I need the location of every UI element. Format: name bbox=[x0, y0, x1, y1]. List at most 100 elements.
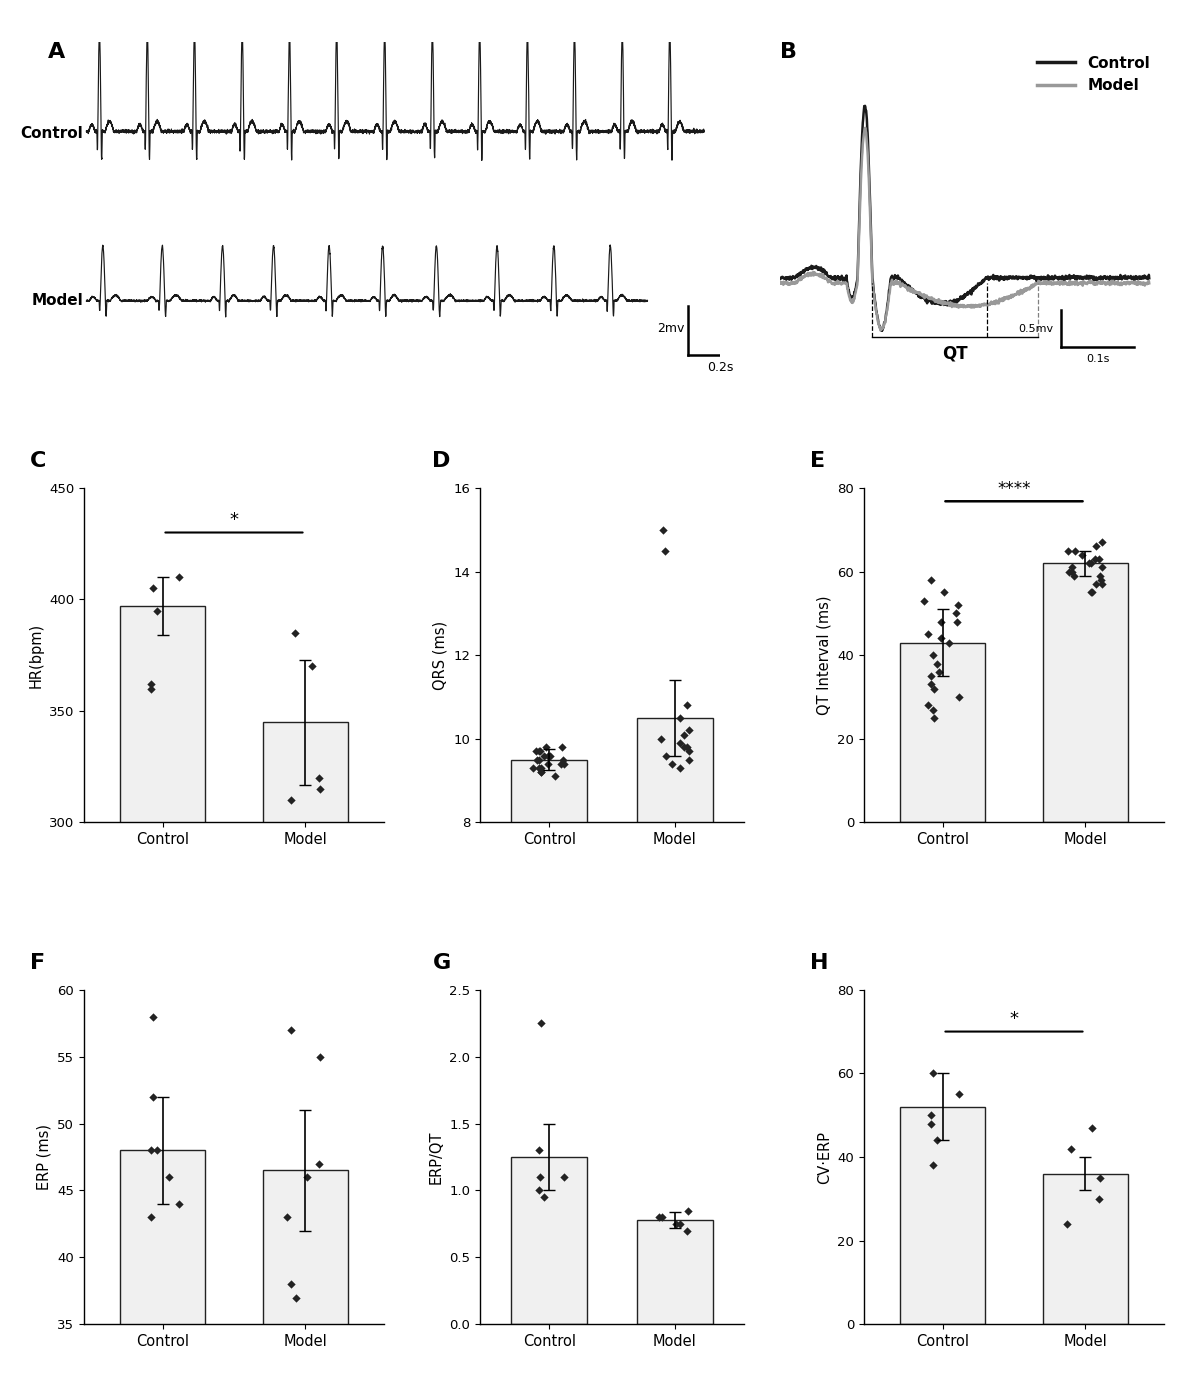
Point bbox=[298, 1165, 317, 1188]
Text: 2mv: 2mv bbox=[658, 322, 685, 335]
Point bbox=[931, 611, 950, 633]
Point bbox=[677, 1220, 696, 1242]
Point bbox=[655, 539, 674, 562]
Text: ****: **** bbox=[997, 480, 1031, 498]
Point bbox=[302, 655, 322, 677]
Point bbox=[1062, 556, 1081, 579]
Point bbox=[662, 753, 682, 775]
Y-axis label: QT Interval (ms): QT Interval (ms) bbox=[817, 595, 832, 715]
Point bbox=[928, 652, 947, 675]
Point bbox=[928, 1129, 947, 1151]
Point bbox=[142, 1206, 161, 1228]
Point bbox=[148, 1139, 167, 1161]
Text: Model: Model bbox=[31, 293, 83, 308]
Point bbox=[679, 719, 698, 742]
Y-axis label: QRS (ms): QRS (ms) bbox=[433, 620, 448, 690]
Point bbox=[148, 599, 167, 622]
Point bbox=[948, 611, 967, 633]
Point bbox=[924, 677, 943, 700]
Point bbox=[1073, 544, 1092, 566]
Point bbox=[529, 1179, 548, 1202]
Point bbox=[671, 1213, 690, 1235]
Point bbox=[532, 761, 551, 783]
Point bbox=[1082, 581, 1102, 604]
Point bbox=[1057, 1213, 1076, 1235]
Point bbox=[670, 707, 689, 729]
Point bbox=[922, 569, 941, 591]
Point bbox=[311, 778, 330, 800]
Point bbox=[551, 753, 570, 775]
Bar bbox=[637, 1220, 713, 1324]
Bar bbox=[511, 1157, 587, 1324]
Point bbox=[541, 744, 560, 767]
Point bbox=[552, 736, 571, 758]
Point bbox=[538, 753, 557, 775]
Text: E: E bbox=[810, 452, 826, 471]
Point bbox=[1058, 539, 1078, 562]
Point bbox=[282, 789, 301, 811]
Point bbox=[653, 519, 672, 541]
Text: B: B bbox=[780, 42, 797, 61]
Point bbox=[678, 1199, 697, 1221]
Point bbox=[1060, 560, 1079, 583]
Text: Control: Control bbox=[20, 125, 83, 141]
Point bbox=[1092, 569, 1111, 591]
Text: F: F bbox=[30, 953, 46, 973]
Point bbox=[918, 694, 937, 717]
Text: G: G bbox=[432, 953, 451, 973]
Point bbox=[529, 740, 548, 763]
Legend: Control, Model: Control, Model bbox=[1031, 49, 1157, 99]
Point bbox=[527, 749, 546, 771]
Point bbox=[922, 673, 941, 696]
Point bbox=[554, 753, 574, 775]
Point bbox=[281, 1273, 300, 1295]
Bar bbox=[263, 1171, 348, 1394]
Point bbox=[653, 1206, 672, 1228]
Point bbox=[310, 767, 329, 789]
Point bbox=[536, 736, 556, 758]
Point bbox=[311, 1046, 330, 1068]
Point bbox=[144, 1005, 163, 1027]
Text: D: D bbox=[432, 452, 451, 471]
Point bbox=[649, 1206, 668, 1228]
Text: H: H bbox=[810, 953, 828, 973]
Point bbox=[1081, 552, 1100, 574]
Text: A: A bbox=[48, 42, 65, 61]
Bar bbox=[637, 718, 713, 1157]
Point bbox=[1091, 1167, 1110, 1189]
Point bbox=[922, 1112, 941, 1135]
Point bbox=[949, 1083, 968, 1105]
Point bbox=[949, 686, 968, 708]
Point bbox=[671, 732, 690, 754]
Point bbox=[1064, 565, 1084, 587]
Point bbox=[922, 665, 941, 687]
Point bbox=[1082, 1117, 1102, 1139]
Point bbox=[1092, 556, 1111, 579]
Point bbox=[1086, 573, 1105, 595]
Point bbox=[545, 765, 564, 788]
Point bbox=[680, 749, 700, 771]
Point bbox=[924, 698, 943, 721]
Point bbox=[674, 723, 694, 746]
Point bbox=[169, 566, 188, 588]
Point bbox=[142, 1139, 161, 1161]
Text: *: * bbox=[1009, 1011, 1019, 1029]
Text: C: C bbox=[30, 452, 47, 471]
Point bbox=[532, 761, 551, 783]
Bar bbox=[900, 1107, 985, 1324]
Point bbox=[667, 1213, 686, 1235]
Point bbox=[530, 1165, 550, 1188]
Point bbox=[1066, 539, 1085, 562]
Point bbox=[1062, 560, 1081, 583]
Point bbox=[674, 736, 694, 758]
Text: *: * bbox=[229, 512, 239, 530]
Point bbox=[144, 577, 163, 599]
Point bbox=[931, 627, 950, 650]
Point bbox=[554, 1165, 574, 1188]
Point bbox=[532, 757, 551, 779]
Bar bbox=[1043, 1174, 1128, 1324]
Point bbox=[923, 1154, 942, 1177]
Point bbox=[535, 1186, 554, 1209]
Point bbox=[947, 602, 966, 625]
Y-axis label: ERP (ms): ERP (ms) bbox=[37, 1124, 52, 1190]
